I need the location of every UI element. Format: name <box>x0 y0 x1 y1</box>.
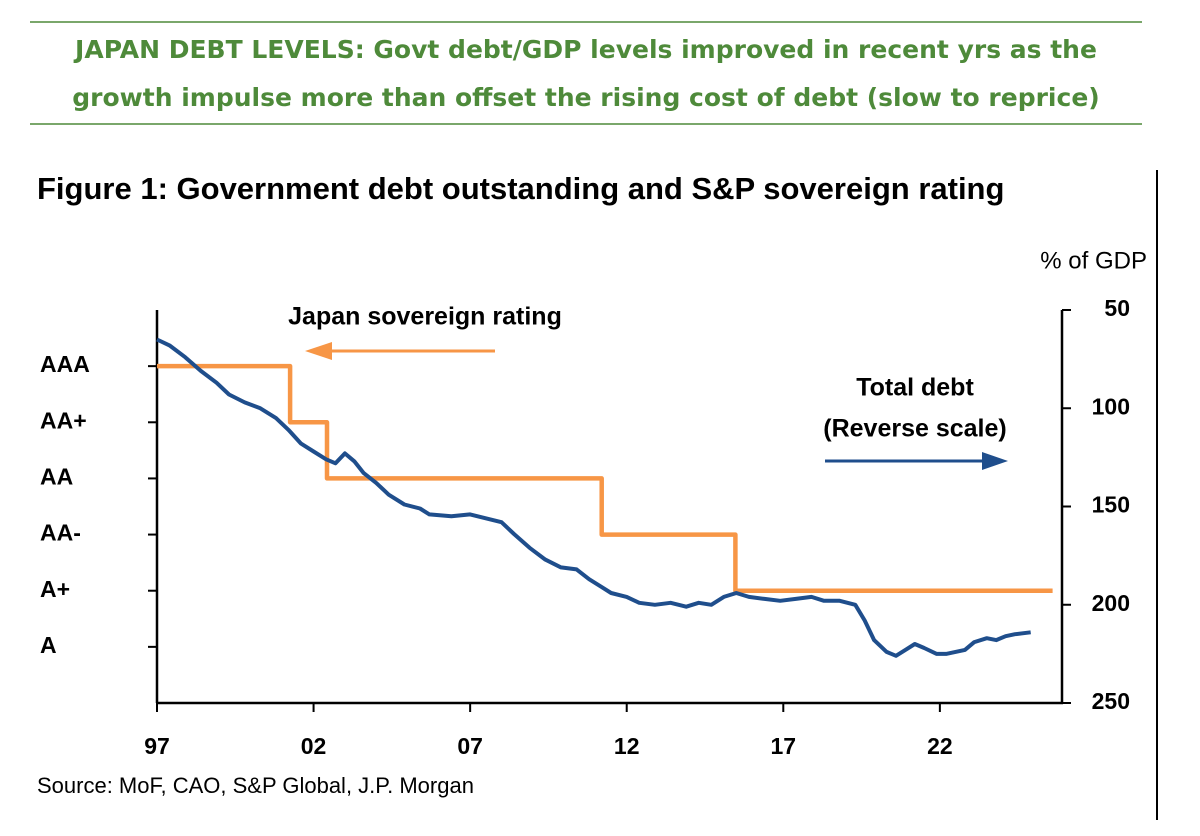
chart-title: Figure 1: Government debt outstanding an… <box>37 171 1004 206</box>
header-line: growth impulse more than offset the risi… <box>72 83 1099 112</box>
y2-tick-label: 100 <box>1092 393 1130 419</box>
y2-axis-label: % of GDP <box>1040 247 1147 274</box>
x-tick-label: 97 <box>144 733 170 759</box>
y-tick-label: AA <box>40 464 73 490</box>
series-line <box>156 337 1031 658</box>
y2-tick-label: 150 <box>1092 492 1130 518</box>
y-tick-label: AAA <box>40 351 90 377</box>
annotation: Total debt <box>856 374 974 402</box>
annotation: (Reverse scale) <box>823 415 1006 443</box>
y2-tick-label: 50 <box>1104 295 1130 321</box>
series-line <box>157 363 1053 593</box>
source: Source: MoF, CAO, S&P Global, J.P. Morga… <box>37 773 474 798</box>
y2-tick-label: 200 <box>1092 590 1130 616</box>
annotation-arrowhead <box>305 342 332 360</box>
annotation-arrowhead <box>982 452 1008 470</box>
y-tick-label: AA- <box>40 520 81 546</box>
x-tick-label: 12 <box>614 733 640 759</box>
y-tick-label: AA+ <box>40 407 87 433</box>
y2-tick-label: 250 <box>1092 688 1130 714</box>
y-tick-label: A+ <box>40 576 70 602</box>
x-tick-label: 02 <box>301 733 327 759</box>
header-line: JAPAN DEBT LEVELS: Govt debt/GDP levels … <box>73 35 1097 64</box>
x-tick-label: 17 <box>771 733 797 759</box>
x-tick-label: 22 <box>927 733 953 759</box>
x-tick-label: 07 <box>457 733 483 759</box>
annotation: Japan sovereign rating <box>288 303 562 331</box>
y-tick-label: A <box>40 632 57 658</box>
